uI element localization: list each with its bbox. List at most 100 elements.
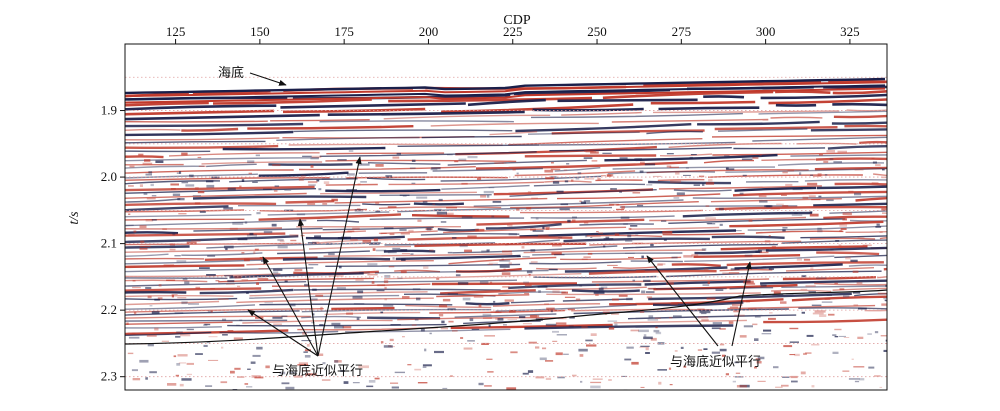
noise-speckle: [814, 310, 826, 313]
noise-speckle: [195, 187, 199, 190]
noise-speckle: [507, 318, 517, 320]
reflector-segment: [588, 269, 717, 275]
noise-speckle: [845, 256, 851, 260]
reflector-segment: [612, 266, 658, 269]
noise-speckle: [542, 226, 545, 230]
reflector-segment: [379, 194, 492, 196]
noise-speckle: [491, 215, 495, 218]
noise-speckle: [128, 213, 131, 215]
noise-speckle: [833, 161, 842, 163]
noise-speckle: [530, 249, 536, 252]
noise-speckle: [331, 322, 341, 326]
noise-speckle: [658, 381, 662, 385]
noise-speckle: [411, 159, 416, 162]
x-tick-label: 200: [419, 24, 439, 39]
noise-speckle: [552, 181, 560, 184]
right-arrows: [646, 255, 752, 347]
noise-speckle: [271, 223, 277, 227]
noise-speckle: [384, 275, 391, 278]
noise-speckle: [311, 322, 315, 324]
noise-speckle: [734, 361, 739, 364]
reflector-segment: [879, 237, 887, 240]
noise-speckle: [824, 297, 831, 300]
noise-speckle: [512, 168, 516, 171]
noise-speckle: [354, 209, 364, 212]
noise-speckle: [552, 290, 560, 293]
noise-speckle: [770, 207, 780, 210]
noise-speckle: [446, 212, 454, 216]
reflector-segment: [411, 214, 510, 218]
noise-speckle: [752, 323, 758, 326]
noise-speckle: [854, 380, 860, 383]
reflector-segment: [519, 209, 704, 214]
noise-speckle: [705, 205, 710, 207]
noise-speckle: [402, 195, 407, 197]
noise-speckle: [807, 182, 818, 186]
noise-speckle: [596, 231, 599, 233]
noise-speckle: [426, 227, 432, 231]
noise-speckle: [791, 380, 798, 383]
noise-speckle: [492, 200, 502, 203]
noise-speckle: [509, 310, 516, 313]
noise-speckle: [220, 381, 228, 384]
noise-speckle: [131, 369, 138, 372]
x-tick-label: 325: [840, 24, 860, 39]
noise-speckle: [274, 185, 280, 187]
noise-speckle: [296, 213, 306, 216]
noise-speckle: [186, 373, 192, 376]
noise-speckle: [311, 155, 322, 158]
noise-speckle: [668, 367, 672, 370]
reflector-segment: [755, 230, 844, 234]
noise-speckle: [247, 368, 251, 370]
noise-speckle: [401, 258, 406, 261]
noise-speckle: [702, 284, 710, 286]
noise-speckle: [367, 263, 378, 266]
reflector-segment: [280, 102, 466, 109]
reflector-segment: [218, 277, 374, 283]
noise-speckle: [719, 328, 726, 330]
noise-speckle: [608, 379, 612, 381]
noise-speckle: [640, 345, 650, 347]
noise-speckle: [205, 385, 213, 387]
noise-speckle: [290, 239, 297, 242]
noise-speckle: [809, 211, 813, 214]
reflector-segment: [652, 110, 840, 114]
noise-speckle: [662, 231, 673, 234]
noise-speckle: [828, 313, 835, 316]
noise-speckle: [811, 199, 821, 201]
noise-speckle: [736, 385, 747, 388]
reflector-segment: [383, 114, 551, 120]
noise-speckle: [539, 357, 547, 361]
noise-speckle: [377, 284, 385, 287]
noise-speckle: [497, 318, 504, 321]
reflector-segment: [549, 147, 732, 152]
noise-speckle: [399, 194, 410, 196]
reflector-segment: [125, 214, 252, 218]
reflector-segment: [557, 98, 698, 103]
reflector-segment: [326, 152, 445, 155]
noise-speckle: [151, 219, 157, 221]
noise-speckle: [483, 190, 494, 194]
noise-speckle: [145, 377, 148, 380]
reflector-segment: [125, 304, 256, 310]
reflector-segment: [726, 261, 884, 267]
noise-speckle: [246, 386, 253, 388]
reflector-segment: [229, 272, 364, 279]
noise-speckle: [601, 175, 606, 177]
noise-speckle: [176, 172, 180, 174]
noise-speckle: [705, 217, 716, 220]
noise-speckle: [177, 198, 185, 201]
plot-frame: [124, 43, 888, 391]
reflector-segment: [725, 167, 887, 173]
noise-speckle: [148, 171, 153, 174]
noise-speckle: [676, 192, 685, 196]
reflector-segment: [383, 249, 436, 253]
noise-speckle: [701, 248, 707, 251]
noise-speckle: [304, 283, 309, 287]
noise-speckle: [516, 172, 519, 175]
noise-speckle: [429, 332, 432, 335]
noise-speckle: [794, 353, 800, 357]
noise-speckle: [211, 176, 220, 179]
reflector-segment: [554, 167, 601, 172]
noise-speckle: [289, 234, 299, 237]
